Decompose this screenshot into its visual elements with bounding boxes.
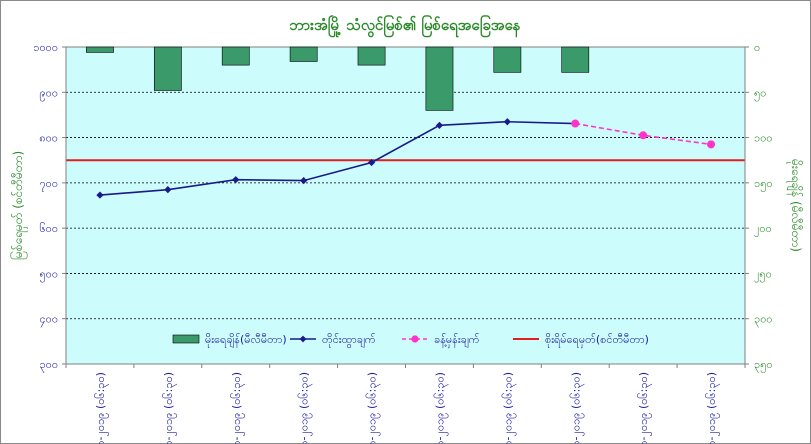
observed-point	[300, 176, 308, 185]
gridlines	[66, 91, 745, 320]
y-tick-label-left: ၅၀၀	[39, 267, 58, 282]
rainfall-bar	[357, 46, 386, 66]
legend-item-rainfall: မိုးရေချိန်(မီလီမီတာ)	[172, 333, 287, 348]
observed-point	[96, 191, 104, 199]
chart-title: ဘားအံမြို့ သံလွင်မြစ်၏ မြစ်ရေအခြေအနေ	[290, 14, 521, 38]
forecast-point	[639, 131, 648, 140]
rainfall-bar	[86, 46, 114, 53]
x-tick-label: ၂-၈-၂၀၁၉ (၀၆:၃၀)	[162, 372, 177, 444]
rainfall-bar	[153, 46, 182, 91]
observed-point	[164, 186, 172, 194]
y-tick-label-right: ၀	[754, 41, 760, 54]
legend-marker	[299, 335, 307, 343]
rainfall-bars	[86, 46, 590, 111]
legend-item-observed: တိုင်းထွာချက်	[290, 333, 376, 348]
y-tick-label-left: ၁၀၀၀	[33, 41, 58, 54]
observed-point	[435, 121, 444, 129]
legend-swatch	[172, 334, 200, 344]
rainfall-bar	[561, 46, 590, 73]
y-tick-label-right: ၃၅၀	[754, 358, 773, 373]
x-tick-label: ၁-၈-၂၀၁၉ (၀၆:၃၀)	[94, 372, 109, 444]
data-lines	[66, 118, 745, 199]
y-tick-label-left: ၇၀၀	[39, 177, 58, 192]
rainfall-bar	[493, 46, 522, 73]
legend: မိုးရေချိန်(မီလီမီတာ) တိုင်းထွာချက် ခန့်မှ…	[172, 333, 649, 348]
legend-marker	[411, 335, 419, 343]
y-tick-label-right: ၁၀၀	[754, 132, 773, 145]
legend-item-warning-level: စိုးရိမ်ရေမှတ်(စင်တီမီတာ)	[513, 333, 649, 348]
y-tick-label-right: ၂၀၀	[754, 222, 772, 237]
y-tick-label-right: ၁၅၀	[754, 177, 773, 192]
rainfall-bar	[221, 46, 250, 66]
x-tick-label: ၆-၈-၂၀၁၉ (၀၆:၃၀)	[433, 372, 448, 444]
y-tick-label-left: ၄၀၀	[39, 313, 58, 328]
observed-point	[367, 158, 376, 167]
y-axis-title-right: မိုးရေချိန် (မီလီမီတာ)	[786, 159, 804, 252]
legend-label: စိုးရိမ်ရေမှတ်(စင်တီမီတာ)	[545, 333, 649, 348]
rainfall-bar	[425, 46, 454, 111]
x-tick-label: ၁၀-၈-၂၀၁၉ (၀၆:၃၀)	[705, 372, 720, 444]
rainfall-bar	[289, 46, 318, 62]
y-tick-label-left: ၉၀၀	[39, 86, 58, 101]
y-tick-label-left: ၈၀၀	[39, 132, 58, 145]
y-tick-label-left: ၃၀၀	[39, 358, 58, 373]
axes: ၃၀၀ ၄၀၀ ၅၀၀ ၆၀၀ ၇၀၀ ၈၀၀ ၉၀၀ ၁၀၀၀ ၀၅၀၁၀၀၁၅၀၂၀၀၂၅၀…	[33, 41, 772, 444]
x-tick-label: ၉-၈-၂၀၁၉ (၀၆:၃၀)	[637, 372, 652, 444]
plot-area	[65, 46, 746, 365]
observed-line	[99, 120, 576, 196]
legend-label: တိုင်းထွာချက်	[322, 333, 376, 348]
legend-item-forecast: ခန့်မှန်းချက်	[402, 333, 480, 348]
y-tick-label-right: ၂၅၀	[754, 267, 772, 282]
observed-point	[232, 176, 240, 184]
x-tick-label: ၈-၈-၂၀၁၉ (၀၆:၃၀)	[569, 372, 584, 444]
legend-label: မိုးရေချိန်(မီလီမီတာ)	[205, 333, 287, 348]
y-tick-label-right: ၅၀	[754, 86, 766, 101]
y-tick-label-left: ၆၀၀	[39, 222, 58, 235]
y-axis-title-left: မြစ်ရေမှတ် (စင်တီမီတာ)	[9, 151, 28, 260]
x-tick-label: ၇-၈-၂၀၁၉ (၀၆:၃၀)	[501, 372, 516, 444]
x-tick-label: ၃-၈-၂၀၁၉ (၀၆:၃၀)	[230, 372, 245, 444]
observed-point	[503, 118, 511, 126]
legend-label: ခန့်မှန်းချက်	[434, 333, 480, 348]
forecast-point	[571, 119, 580, 128]
forecast-point	[707, 140, 716, 149]
y-tick-label-right: ၃၀၀	[754, 313, 773, 328]
x-tick-label: ၅-၈-၂၀၁၉ (၀၆:၃၀)	[366, 372, 381, 444]
x-tick-label: ၄-၈-၂၀၁၉ (၀၆:၃၀)	[298, 372, 313, 444]
